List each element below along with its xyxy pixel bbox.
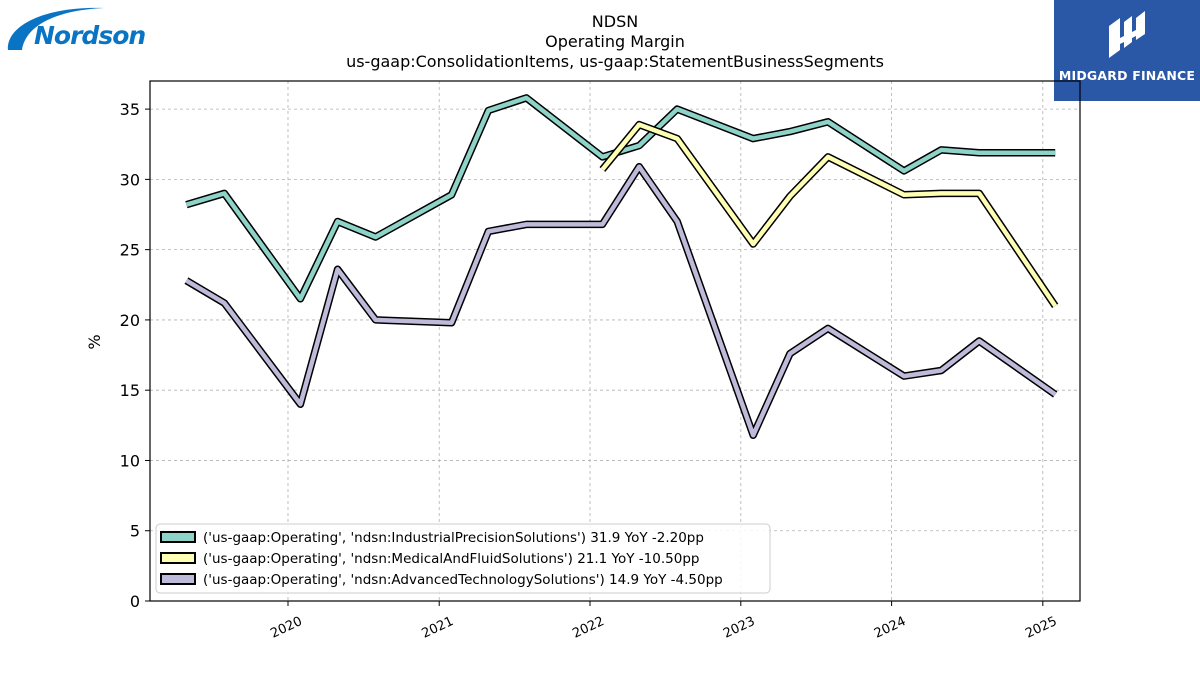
x-tick-label: 2023 [721,614,757,642]
y-tick-label: 25 [120,241,140,260]
y-tick-label: 30 [120,170,140,189]
plot-frame [149,80,1081,602]
midgard-finance-logo: MIDGARD FINANCE [1054,0,1200,101]
x-tick-label: 2022 [570,614,606,642]
midgard-logo-text: MIDGARD FINANCE [1058,68,1196,83]
y-axis-label: % [85,334,104,349]
chart-title-line-3: us-gaap:ConsolidationItems, us-gaap:Stat… [346,52,884,71]
legend-entry-3: ('us-gaap:Operating', 'ndsn:AdvancedTech… [203,572,723,588]
chart-title-line-1: NDSN [592,12,638,31]
legend-box [155,523,771,594]
y-tick-label: 20 [120,311,140,330]
series-2-line [599,120,1059,308]
nordson-logo-text: Nordson [34,21,146,50]
y-tick-label: 5 [130,522,140,541]
x-tick-label: 2021 [420,614,456,642]
series-3-line [184,162,1058,439]
legend-entry-1: ('us-gaap:Operating', 'ndsn:IndustrialPr… [203,530,704,546]
y-axis-ticks: 0 5 10 15 20 25 30 35 [120,100,150,611]
chart-title-line-2: Operating Margin [545,32,685,51]
y-tick-label: 0 [130,592,140,611]
series-lines [184,94,1059,439]
y-tick-label: 10 [120,451,140,470]
x-tick-label: 2025 [1023,614,1059,642]
legend-swatch-2 [160,552,196,564]
nordson-logo: Nordson [4,4,146,56]
y-tick-label: 35 [120,100,140,119]
series-2-stroke [600,122,1058,308]
y-tick-label: 15 [120,381,140,400]
x-tick-label: 2024 [872,614,908,642]
legend-swatch-1 [160,531,196,543]
midgard-emblem-icon [1109,11,1145,58]
series-3-stroke [185,164,1057,438]
legend-swatch-3 [160,573,196,585]
legend: ('us-gaap:Operating', 'ndsn:IndustrialPr… [155,523,771,594]
x-axis-ticks: 2020 2021 2022 2023 2024 2025 [268,601,1060,642]
nordson-swoosh-icon [7,7,105,50]
series-3-outline [184,162,1058,439]
legend-entry-2: ('us-gaap:Operating', 'ndsn:MedicalAndFl… [203,551,699,567]
x-tick-label: 2020 [268,614,304,642]
